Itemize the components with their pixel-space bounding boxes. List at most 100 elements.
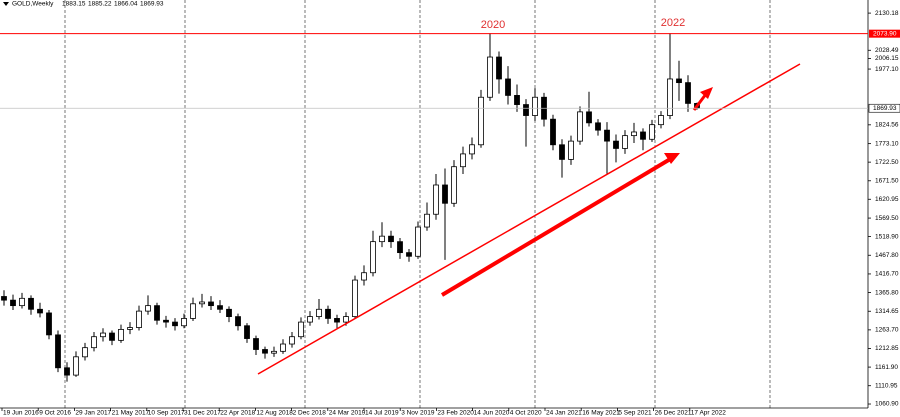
x-tick-label: 17 Apr 2022 [691, 410, 726, 417]
y-tick-label: 1824.56 [875, 122, 899, 129]
candle-body [127, 327, 133, 330]
candle-body [235, 316, 241, 327]
x-tick-label: 26 Dec 2021 [655, 410, 692, 417]
x-tick-label: 19 Jun 2016 [3, 410, 39, 417]
candle-body [316, 308, 322, 318]
price-label-box [868, 103, 900, 113]
y-tick-label: 2028.49 [875, 47, 899, 54]
x-tick-label: 4 Oct 2020 [510, 410, 542, 417]
candle-body [91, 336, 97, 349]
y-tick-label: 1977.10 [875, 66, 899, 73]
y-tick-label: 2130.18 [875, 10, 899, 17]
arrow-head [664, 153, 680, 164]
y-tick-label: 2006.15 [875, 55, 899, 62]
x-tick-label: 14 Jul 2019 [365, 410, 399, 417]
candle-body [73, 356, 79, 376]
y-tick-label: 1365.80 [875, 289, 899, 296]
x-tick-label: 22 Apr 2018 [220, 410, 255, 417]
candle-body [145, 305, 151, 312]
candle-body [163, 319, 169, 323]
y-tick-label: 1467.80 [875, 252, 899, 259]
candle-body [397, 241, 403, 254]
candle-body [28, 297, 34, 310]
y-tick-label: 1671.50 [875, 178, 899, 185]
y-tick-label: 1314.65 [875, 308, 899, 315]
candle-body [307, 316, 313, 323]
plot-area [1, 33, 700, 382]
candle-body [451, 166, 457, 204]
y-tick-label: 1416.70 [875, 271, 899, 278]
candle-body [190, 303, 196, 319]
candle-body [64, 367, 70, 376]
candle-body [199, 301, 205, 305]
candle-body [100, 332, 106, 338]
x-tick-label: 2 Dec 2018 [293, 410, 327, 417]
candle-body [37, 308, 43, 314]
x-tick-label: 24 Mar 2019 [329, 410, 366, 417]
candle-body [460, 153, 466, 168]
candle-body [343, 316, 349, 323]
candle-body [415, 226, 421, 257]
y-tick-label: 1722.50 [875, 159, 899, 166]
candle-body [280, 343, 286, 352]
candle-body [442, 184, 448, 204]
candle-body [46, 312, 52, 336]
candle-body [469, 144, 475, 155]
candle-body [424, 213, 430, 228]
candle-body [532, 96, 538, 116]
candle-body [685, 82, 691, 104]
candle-body [640, 131, 646, 140]
x-tick-label: 12 Aug 2018 [256, 410, 293, 417]
price-label: 1869.93 [873, 105, 897, 112]
candle-body [262, 349, 268, 354]
x-tick-label: 24 Jan 2021 [546, 410, 582, 417]
y-tick-label: 1161.90 [875, 364, 898, 371]
annotation: 2020 [481, 19, 505, 31]
candle-body [433, 184, 439, 215]
candle-body [298, 321, 304, 338]
candle-body [559, 144, 565, 160]
candle-body [55, 334, 61, 369]
candle-body [604, 129, 610, 142]
header: GOLD,Weekly 1883.15 1885.22 1866.04 1869… [3, 1, 164, 8]
candle-body [586, 111, 592, 124]
y-tick-label: 1263.70 [875, 327, 899, 334]
candle-body [181, 318, 187, 327]
candle-body [613, 140, 619, 149]
x-tick-label: 23 Feb 2020 [437, 410, 474, 417]
candle-body [667, 78, 673, 116]
candle-body [19, 297, 25, 307]
candle-body [118, 328, 124, 341]
ohlc-close: 1869.93 [140, 1, 164, 8]
candle-body [244, 325, 250, 339]
level-label: 2073.90 [873, 30, 897, 37]
x-tick-label: 21 May 2017 [112, 410, 150, 417]
candle-body [388, 235, 394, 243]
trend-line [257, 63, 801, 375]
candle-body [172, 321, 178, 327]
candle-body [496, 56, 502, 80]
arrow-head [700, 87, 713, 99]
candle-body [208, 301, 214, 307]
y-tick-label: 1212.85 [875, 345, 899, 352]
candle-body [676, 78, 682, 84]
candle-body [379, 235, 385, 243]
ohlc-high: 1885.22 [88, 1, 112, 8]
candle-body [478, 96, 484, 146]
y-tick-label: 1060.90 [875, 401, 899, 408]
candle-body [154, 305, 160, 321]
candle-body [514, 95, 520, 105]
candle-body [361, 272, 367, 281]
arrow [692, 93, 708, 111]
candle-body [82, 347, 88, 358]
y-tick-label: 1569.50 [875, 215, 899, 222]
candle-body [217, 305, 223, 310]
candle-body [289, 336, 295, 345]
menu-icon[interactable] [3, 2, 9, 6]
ohlc-open: 1883.15 [62, 1, 86, 8]
candle-body [487, 56, 493, 98]
candle-body [622, 135, 628, 149]
candle-body [136, 310, 142, 328]
candle-body [325, 308, 331, 319]
x-tick-label: 31 Dec 2017 [184, 410, 221, 417]
